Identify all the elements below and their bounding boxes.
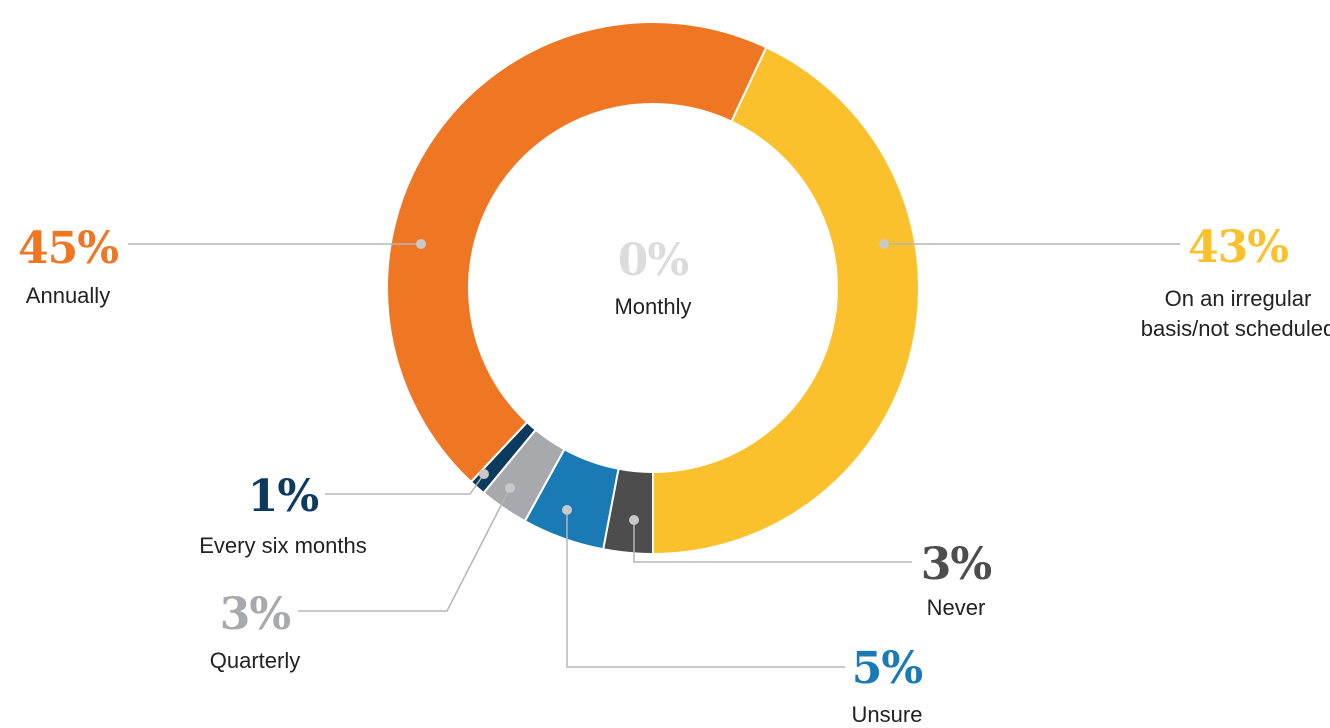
category-label: On an irregular basis/not scheduled <box>1140 286 1330 341</box>
category-label: Monthly <box>614 294 692 319</box>
category-label: Every six months <box>199 533 367 558</box>
value-label: 3% <box>219 589 291 640</box>
leader-dot <box>505 483 515 493</box>
value-label: 5% <box>851 643 923 694</box>
leader-line <box>633 520 912 563</box>
leader-line <box>298 487 511 612</box>
leader-dot <box>562 505 572 515</box>
value-label: 45% <box>17 223 119 274</box>
leader-line <box>566 510 845 668</box>
donut-slice <box>386 21 768 484</box>
leader-dot <box>629 515 639 525</box>
leader-dot <box>416 239 426 249</box>
leader-dot <box>879 239 889 249</box>
value-label: 43% <box>1187 222 1289 273</box>
category-label: Unsure <box>851 702 923 727</box>
value-label: 3% <box>920 539 992 590</box>
category-label: Never <box>926 595 986 620</box>
value-label: 0% <box>617 235 689 286</box>
donut-slice <box>652 45 920 556</box>
category-label: Annually <box>25 283 111 308</box>
category-label: Quarterly <box>209 648 301 673</box>
leader-dot <box>479 469 489 479</box>
value-label: 1% <box>247 471 319 522</box>
leader-line <box>325 473 485 495</box>
